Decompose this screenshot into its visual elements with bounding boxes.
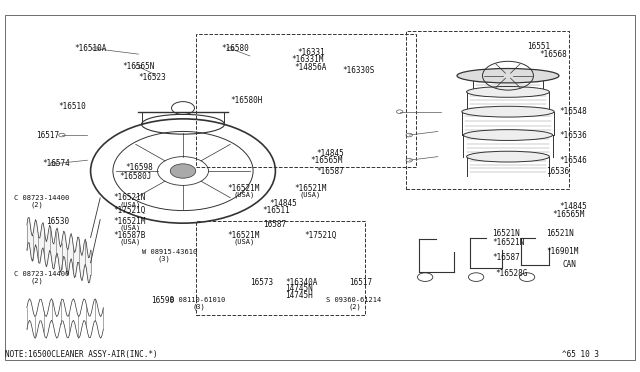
Text: *16521M: *16521M xyxy=(294,185,327,193)
Circle shape xyxy=(170,164,196,178)
Text: *16901M: *16901M xyxy=(546,247,579,256)
Text: *16510: *16510 xyxy=(59,102,86,111)
Text: *16565N: *16565N xyxy=(122,62,155,71)
Text: *16340A: *16340A xyxy=(285,278,317,287)
Ellipse shape xyxy=(462,106,554,117)
Text: (2): (2) xyxy=(30,202,43,208)
Text: *16587: *16587 xyxy=(317,167,344,176)
Text: *16521N: *16521N xyxy=(492,238,524,247)
Text: *16331: *16331 xyxy=(298,48,326,57)
Ellipse shape xyxy=(467,151,549,162)
Ellipse shape xyxy=(457,68,559,83)
Text: *16580: *16580 xyxy=(221,44,249,53)
Text: *16565M: *16565M xyxy=(552,210,585,219)
Text: 16530: 16530 xyxy=(46,217,69,226)
Text: *16331M: *16331M xyxy=(291,55,324,64)
Text: *14856A: *14856A xyxy=(294,63,327,72)
Text: 16521N: 16521N xyxy=(492,230,520,238)
Text: *16568: *16568 xyxy=(540,50,568,60)
Text: *16521M: *16521M xyxy=(228,185,260,193)
Text: (USA): (USA) xyxy=(234,238,255,245)
Ellipse shape xyxy=(473,70,543,81)
Text: C 08723-14400: C 08723-14400 xyxy=(14,195,69,201)
Text: (USA): (USA) xyxy=(234,192,255,198)
Text: (2): (2) xyxy=(30,278,43,284)
Text: *16546: *16546 xyxy=(559,156,587,165)
Text: C 08723-14400: C 08723-14400 xyxy=(14,270,69,276)
Text: *14845: *14845 xyxy=(317,148,344,157)
Text: *17521Q: *17521Q xyxy=(113,206,145,215)
Text: *16528G: *16528G xyxy=(495,269,527,278)
Text: ^65 10 3: ^65 10 3 xyxy=(562,350,599,359)
Text: (USA): (USA) xyxy=(119,238,141,245)
Text: *16574: *16574 xyxy=(43,159,70,168)
Text: *16598: *16598 xyxy=(125,163,154,172)
Text: 16590: 16590 xyxy=(151,296,174,305)
Text: *16511: *16511 xyxy=(262,206,291,215)
Text: 16536: 16536 xyxy=(546,167,570,176)
Text: *16587: *16587 xyxy=(492,253,520,262)
Text: *14845: *14845 xyxy=(269,199,297,208)
Text: (2): (2) xyxy=(349,303,362,310)
Text: (USA): (USA) xyxy=(300,192,321,198)
Ellipse shape xyxy=(463,130,552,141)
Text: 16587: 16587 xyxy=(262,221,286,230)
Text: (USA): (USA) xyxy=(119,224,141,231)
Text: 16517: 16517 xyxy=(36,131,60,140)
Text: *16521N: *16521N xyxy=(113,193,145,202)
Text: (3): (3) xyxy=(157,255,170,262)
Text: *14845: *14845 xyxy=(559,202,587,211)
Text: S 09360-61214: S 09360-61214 xyxy=(326,298,381,304)
Ellipse shape xyxy=(467,87,549,97)
Text: *16521M: *16521M xyxy=(113,217,145,226)
Text: *16330S: *16330S xyxy=(342,66,374,75)
Text: 14745H: 14745H xyxy=(285,291,313,299)
Text: CAN: CAN xyxy=(562,260,576,269)
Text: B 08110-61010: B 08110-61010 xyxy=(170,298,225,304)
Text: *16523: *16523 xyxy=(138,73,166,82)
Text: *16521M: *16521M xyxy=(228,231,260,240)
Text: *16548: *16548 xyxy=(559,107,587,116)
Text: *16587B: *16587B xyxy=(113,231,145,240)
Text: 16521N: 16521N xyxy=(546,230,574,238)
Text: *16536: *16536 xyxy=(559,131,587,140)
Text: 14745N: 14745N xyxy=(285,284,313,293)
Text: 16517: 16517 xyxy=(349,278,372,287)
Text: NOTE:16500CLEANER ASSY-AIR(INC.*): NOTE:16500CLEANER ASSY-AIR(INC.*) xyxy=(4,350,157,359)
Text: (3): (3) xyxy=(193,303,205,310)
Text: W 08915-43610: W 08915-43610 xyxy=(141,249,197,255)
Text: *16580H: *16580H xyxy=(231,96,263,105)
Text: *17521Q: *17521Q xyxy=(304,231,337,240)
Text: (USA): (USA) xyxy=(119,201,141,208)
Text: *16565M: *16565M xyxy=(310,156,343,165)
Text: 16573: 16573 xyxy=(250,278,273,287)
Title: 1980 Nissan Datsun 310 Filter Diagram for 16597-G2100: 1980 Nissan Datsun 310 Filter Diagram fo… xyxy=(300,1,340,3)
Text: *16510A: *16510A xyxy=(75,44,107,53)
Text: 16551: 16551 xyxy=(527,42,550,51)
Text: *16580J: *16580J xyxy=(119,172,152,181)
